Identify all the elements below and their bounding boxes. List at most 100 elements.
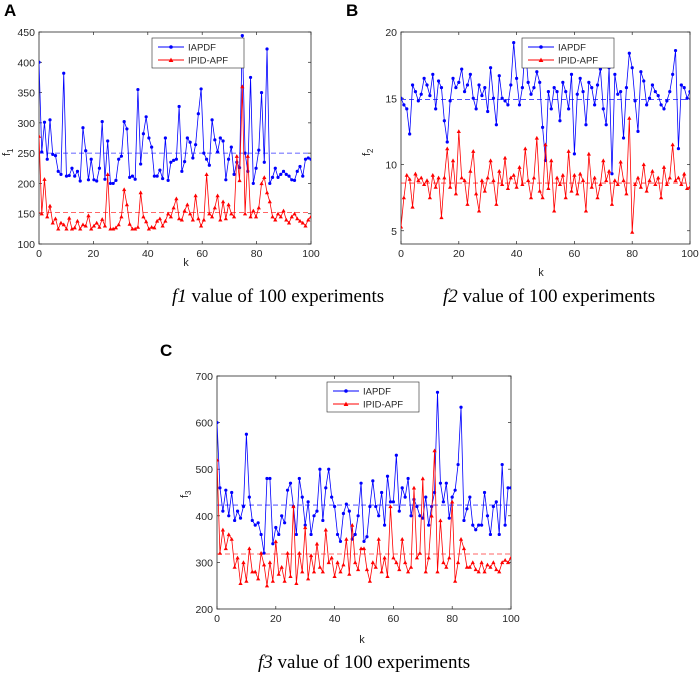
panel-b-series-iapdf-point: [619, 90, 623, 94]
panel-b-xlabel: k: [538, 267, 544, 279]
panel-b-series-ipid-apf-point: [661, 165, 667, 169]
panel-a-series-iapdf-point: [213, 138, 217, 142]
panel-b-series-ipid-apf-point: [572, 173, 577, 177]
panel-a-series-ipid-apf-point: [177, 216, 182, 221]
panel-c-series-ipid-apf-point: [447, 555, 452, 560]
panel-a-series-ipid-apf-point: [193, 193, 198, 198]
panel-c-series-iapdf-point: [471, 523, 475, 527]
panel-a-series-iapdf-point: [194, 143, 198, 147]
panel-b-series-ipid-apf-point: [413, 171, 418, 176]
panel-a-series-ipid-apf-point: [102, 223, 108, 228]
panel-a-series-iapdf-point: [224, 178, 228, 182]
panel-a-series-iapdf-point: [287, 174, 291, 178]
panel-a-series-ipid-apf-point: [218, 217, 223, 222]
panel-b-series-iapdf-point: [616, 92, 620, 96]
panel-c-series-ipid-apf-point: [250, 569, 255, 574]
panel-c-axes-box: [216, 375, 512, 610]
panel-a-series-iapdf-point: [97, 166, 102, 170]
panel-a-series-iapdf-point: [221, 139, 225, 143]
panel-a-series-iapdf-point: [128, 175, 132, 179]
panel-a-legend-iapdf-marker: [169, 45, 173, 49]
caption-c-var: f: [258, 652, 264, 673]
panel-c-series-iapdf-point: [485, 514, 490, 518]
panel-b-series-iapdf-point: [517, 103, 522, 107]
panel-c-series-iapdf-point: [327, 467, 331, 471]
panel-c-series-iapdf-point: [338, 539, 343, 544]
panel-a-ytick-label: 200: [17, 178, 35, 190]
panel-a-series-ipid-apf-point: [273, 217, 278, 222]
panel-a-series-ipid-apf-point: [251, 208, 256, 213]
panel-c-series-ipid-apf-point: [426, 555, 431, 560]
panel-c-series-iapdf-point: [380, 490, 384, 495]
panel-a-series-iapdf-point: [147, 136, 151, 140]
panel-a-series-iapdf-point: [67, 173, 71, 178]
panel-a-legend-iapdf-label: IAPDF: [188, 43, 216, 54]
panel-c-series-iapdf-point: [288, 481, 293, 485]
panel-c-ytick-label: 600: [195, 418, 213, 430]
panel-b-series-ipid-apf-point: [630, 229, 635, 234]
panel-b-series-ipid-apf-point: [456, 129, 461, 134]
panel-c-series-iapdf-point: [271, 542, 275, 546]
panel-a-series-iapdf-point: [183, 160, 187, 164]
panel-a-series-iapdf-point: [163, 136, 167, 140]
panel-a-series-iapdf-point: [86, 178, 91, 182]
panel-b-series-iapdf-point: [647, 96, 652, 100]
panel-b-series-iapdf-point: [642, 79, 646, 83]
panel-c-series-iapdf-point: [265, 476, 269, 481]
panel-c-series-iapdf-point: [335, 532, 340, 537]
panel-a-letter: A: [4, 1, 16, 20]
panel-a-series-ipid-apf-point: [47, 203, 53, 208]
panel-a-series-ipid-apf-point: [190, 217, 195, 222]
panel-c-series-iapdf-point: [377, 514, 381, 518]
panel-b-series-iapdf-point: [572, 152, 577, 156]
panel-a-series-iapdf-point: [125, 127, 129, 131]
panel-a-series-iapdf-point: [259, 90, 264, 95]
panel-a-series-iapdf-point: [92, 178, 96, 182]
panel-c-series-ipid-apf-point: [485, 562, 490, 567]
panel-a-series-ipid-apf-point: [267, 199, 272, 204]
panel-b-series-iapdf-point: [567, 107, 571, 111]
panel-c-series-iapdf-point: [253, 523, 257, 527]
panel-a-series-iapdf-point: [177, 104, 181, 109]
panel-b-series-iapdf-point: [673, 48, 678, 53]
panel-a-series-iapdf-point: [251, 181, 255, 186]
panel-c-series-ipid-apf-point: [364, 567, 370, 572]
panel-c-series-ipid-apf-point: [288, 574, 293, 579]
panel-c-series-ipid-apf-point: [408, 564, 414, 569]
panel-a-series-iapdf-point: [42, 120, 47, 124]
panel-b-series-iapdf-point: [491, 96, 496, 100]
panel-b-legend: IAPDF IPID-APF: [521, 37, 615, 69]
panel-b-series-ipid-apf-point: [618, 159, 623, 164]
panel-c-series-ipid-apf-point: [311, 569, 317, 574]
panel-b-series-iapdf-point: [500, 96, 504, 100]
panel-a-series-ipid-apf-point: [292, 211, 297, 216]
panel-a-series-iapdf-point: [262, 160, 266, 164]
panel-a-series-ipid-apf-point: [229, 211, 234, 216]
panel-c-series-ipid-apf-point: [394, 560, 399, 565]
panel-b-series-iapdf-point: [512, 41, 516, 45]
panel-c-ylabel: f3: [179, 490, 193, 498]
panel-a-xtick-label: 100: [302, 248, 320, 260]
panel-b-series-ipid-apf-point: [439, 215, 444, 220]
panel-b-plot: B 0 20 40 60 80 100 5 10 15 20 k f2 IAPDF IPID-APF: [346, 1, 699, 279]
panel-a-series-ipid-apf-point: [284, 217, 289, 222]
panel-a-series-ipid-apf-point: [204, 172, 209, 177]
panel-b-series-iapdf-point: [564, 90, 568, 94]
panel-b-series-ipid-apf-point: [569, 188, 574, 193]
panel-a-series-ipid-apf-point: [185, 202, 190, 207]
panel-c-series-iapdf-point: [274, 525, 278, 530]
panel-b-series-iapdf-point: [621, 136, 626, 140]
panel-a-series-iapdf-point: [191, 156, 195, 160]
panel-b-series-ipid-apf-point: [578, 171, 583, 176]
panel-a-series-iapdf-point: [254, 166, 258, 170]
panel-b-series-ipid-apf-point: [453, 191, 459, 196]
panel-a-series-ipid-apf-point: [108, 226, 113, 231]
panel-b-series-ipid-apf-point: [673, 178, 678, 183]
panel-c-series-ipid-apf-point: [226, 532, 231, 537]
panel-a-series-ipid-apf-point: [138, 190, 143, 195]
panel-a-series-ipid-apf-point: [306, 217, 311, 222]
panel-b-series-ipid-apf-point: [653, 182, 658, 187]
panel-b-series-ipid-apf-point: [586, 151, 591, 156]
panel-c-series-iapdf-point: [453, 488, 457, 492]
panel-b-xtick-label: 20: [453, 248, 465, 260]
